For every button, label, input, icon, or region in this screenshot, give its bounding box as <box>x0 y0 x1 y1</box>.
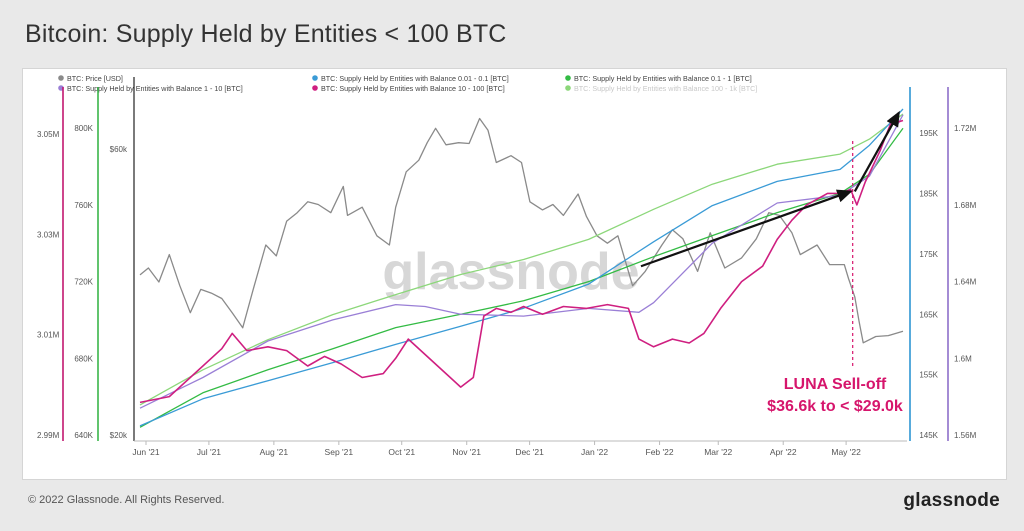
x-tick-1: Jul '21 <box>197 447 222 457</box>
y-axis-d-tick-2: 165K <box>919 310 938 319</box>
y-axis-b-tick-4: 800K <box>74 124 93 133</box>
y-axis-e-tick-4: 1.72M <box>954 124 977 133</box>
annotation-line1: LUNA Sell-off <box>784 376 887 393</box>
y-axis-d-tick-5: 195K <box>919 129 938 138</box>
y-axis-e-tick-0: 1.56M <box>954 431 977 440</box>
x-tick-8: Feb '22 <box>646 447 674 457</box>
legend-entry-3[interactable]: BTC: Supply Held by Entities with Balanc… <box>67 84 243 93</box>
y-axis-e-tick-1: 1.6M <box>954 354 972 363</box>
y-axis-d-tick-3: 175K <box>919 250 938 259</box>
x-tick-4: Oct '21 <box>388 447 415 457</box>
chart-card: glassnode BTC: Price [USD] BTC: Supply He… <box>22 68 1007 480</box>
copyright: © 2022 Glassnode. All Rights Reserved. <box>28 494 225 506</box>
y-axis-c-tick-0: $20k <box>110 431 128 440</box>
watermark: glassnode <box>382 243 639 301</box>
x-tick-5: Nov '21 <box>452 447 481 457</box>
x-tick-9: Mar '22 <box>704 447 732 457</box>
x-tick-11: May '22 <box>831 447 861 457</box>
y-axis-b-tick-2: 720K <box>74 278 93 287</box>
legend-swatch-1 <box>312 75 318 81</box>
legend-swatch-0 <box>58 75 64 81</box>
chart: glassnode BTC: Price [USD] BTC: Supply He… <box>37 74 977 457</box>
y-axis-a-tick-2: 3.03M <box>37 230 60 239</box>
series-line-5 <box>139 113 904 406</box>
legend-entry-4[interactable]: BTC: Supply Held by Entities with Balanc… <box>321 84 505 93</box>
trend-arrow-0 <box>640 189 853 268</box>
y-axis-a-tick-3: 3.05M <box>37 130 60 139</box>
y-axis-b-tick-3: 760K <box>74 201 93 210</box>
y-axis-a-tick-1: 3.01M <box>37 331 60 340</box>
y-axis-c-tick-1: $60k <box>110 145 128 154</box>
x-tick-10: Apr '22 <box>770 447 797 457</box>
legend-entry-0[interactable]: BTC: Price [USD] <box>67 74 123 83</box>
x-axis: Jun '21 Jul '21 Aug '21 Sep '21 Oct '21 Nov '… <box>132 440 907 457</box>
series-line-1 <box>139 108 904 427</box>
legend-swatch-2 <box>565 75 571 81</box>
legend-entry-1[interactable]: BTC: Supply Held by Entities with Balanc… <box>321 74 509 83</box>
x-tick-3: Sep '21 <box>325 447 354 457</box>
brand-logo: glassnode <box>903 490 1000 511</box>
y-axis-b-tick-1: 680K <box>74 354 93 363</box>
y-axis-d-tick-1: 155K <box>919 371 938 380</box>
series-line-3 <box>139 114 904 409</box>
series-group <box>139 108 904 428</box>
annotation-line2: $36.6k to < $29.0k <box>767 398 903 415</box>
x-tick-7: Jan '22 <box>581 447 608 457</box>
y-axis-e-tick-3: 1.68M <box>954 201 977 210</box>
x-tick-6: Dec '21 <box>515 447 544 457</box>
y-axis-d-tick-4: 185K <box>919 190 938 199</box>
y-axis-e-tick-2: 1.64M <box>954 278 977 287</box>
x-tick-2: Aug '21 <box>260 447 289 457</box>
legend-swatch-4 <box>312 85 318 91</box>
axes: 2.99M 3.01M 3.03M 3.05M 640K 680K 720K 760K 800K… <box>37 77 977 441</box>
legend-entry-2[interactable]: BTC: Supply Held by Entities with Balanc… <box>574 74 752 83</box>
overlay: LUNA Sell-off $36.6k to < $29.0k <box>640 110 903 415</box>
y-axis-a-tick-0: 2.99M <box>37 431 60 440</box>
page-title: Bitcoin: Supply Held by Entities < 100 B… <box>25 20 507 48</box>
legend-entry-5[interactable]: BTC: Supply Held by Entities with Balanc… <box>574 84 757 93</box>
series-line-4 <box>139 119 904 404</box>
y-axis-b-tick-0: 640K <box>74 431 93 440</box>
y-axis-d-tick-0: 145K <box>919 431 938 440</box>
trend-arrow-1 <box>853 110 900 192</box>
x-tick-0: Jun '21 <box>132 447 159 457</box>
legend-swatch-5 <box>565 85 571 91</box>
legend: BTC: Price [USD] BTC: Supply Held by Enti… <box>58 74 757 93</box>
series-line-0 <box>139 117 904 344</box>
